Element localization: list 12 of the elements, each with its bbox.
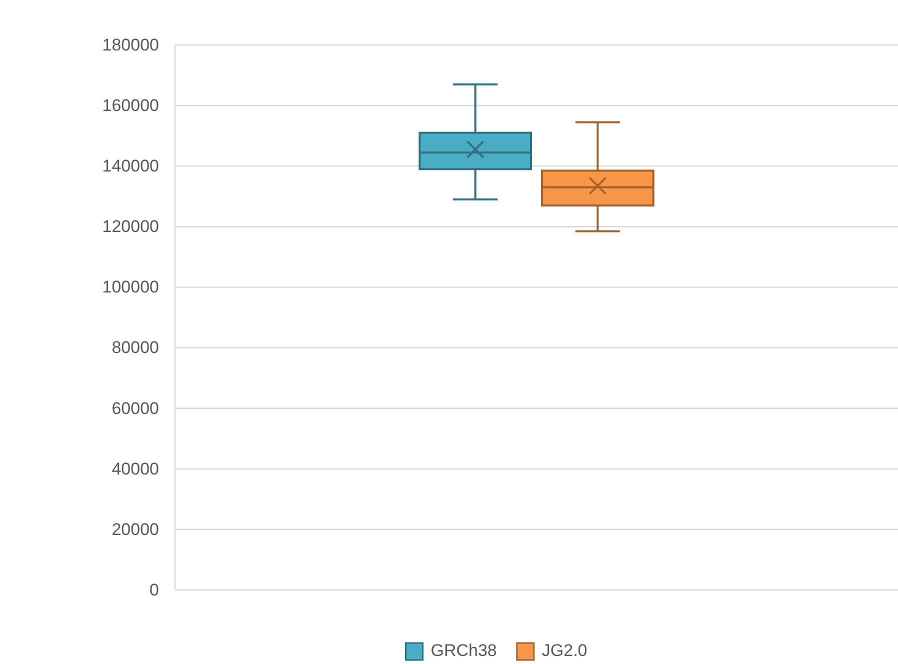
y-tick-label: 60000 xyxy=(112,398,159,418)
y-tick-label: 20000 xyxy=(112,520,159,539)
y-tick-label: 80000 xyxy=(112,338,159,358)
legend-label: JG2.0 xyxy=(542,641,588,660)
legend-label: GRCh38 xyxy=(430,641,497,660)
y-tick-label: 0 xyxy=(150,580,159,600)
y-tick-label: 120000 xyxy=(102,217,159,236)
y-tick-label: 180000 xyxy=(102,35,159,54)
y-tick-label: 40000 xyxy=(112,459,159,478)
y-tick-label: 140000 xyxy=(102,156,159,176)
y-tick-label: 160000 xyxy=(102,96,159,115)
y-tick-label: 100000 xyxy=(102,278,159,297)
